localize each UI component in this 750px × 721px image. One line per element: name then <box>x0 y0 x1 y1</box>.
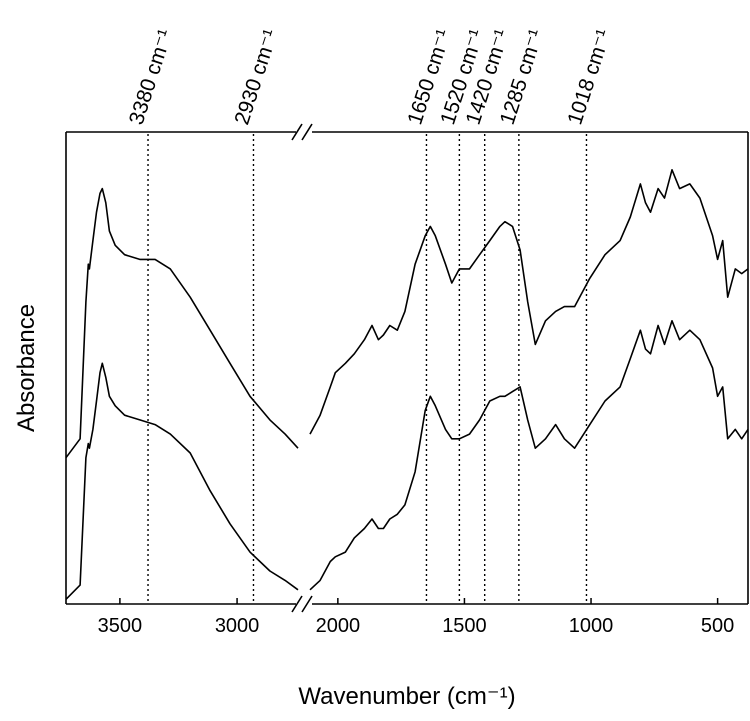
x-tick-label: 1000 <box>569 615 614 637</box>
reference-label: 3380 cm⁻¹ <box>125 27 177 128</box>
x-tick-label: 500 <box>701 615 734 637</box>
reference-label: 2930 cm⁻¹ <box>230 27 282 128</box>
reference-label: 1018 cm⁻¹ <box>563 27 615 128</box>
break-mark <box>291 595 303 613</box>
break-mark <box>301 123 313 141</box>
x-tick-label: 3500 <box>98 615 143 637</box>
x-tick-label: 2000 <box>316 615 361 637</box>
spectrum-line <box>65 320 749 600</box>
x-axis-label: Wavenumber (cm⁻¹) <box>298 683 515 710</box>
break-mark <box>291 123 303 141</box>
x-tick-label: 1500 <box>442 615 487 637</box>
plot-frame <box>65 123 749 613</box>
x-tick-label: 3000 <box>215 615 260 637</box>
break-mark <box>301 595 313 613</box>
spectrum-line <box>65 169 749 459</box>
y-axis-label: Absorbance <box>13 304 40 432</box>
